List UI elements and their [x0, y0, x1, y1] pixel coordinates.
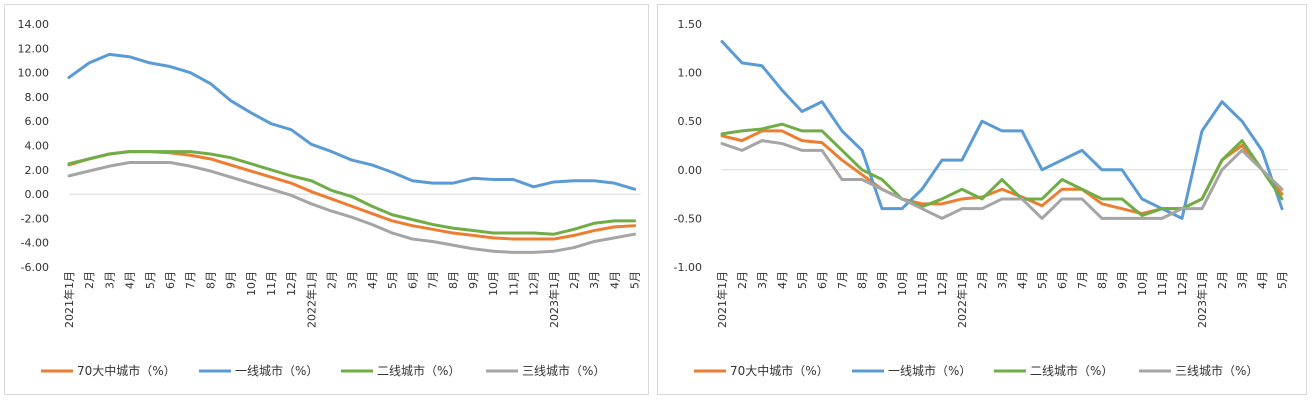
x-tick-label: 10月	[487, 271, 500, 296]
x-tick-label: 8月	[204, 271, 217, 289]
x-tick-label: 5月	[1036, 271, 1049, 289]
y-tick-label: -0.50	[674, 212, 702, 225]
x-tick-label: 8月	[447, 271, 460, 289]
legend-label: 一线城市（%）	[888, 363, 971, 378]
x-tick-label: 2月	[1216, 271, 1229, 289]
x-tick-label: 5月	[1276, 271, 1289, 289]
x-tick-label: 5月	[629, 271, 642, 289]
x-tick-label: 4月	[1256, 271, 1269, 289]
y-tick-label: 0.00	[678, 164, 703, 177]
series-line	[720, 122, 1284, 217]
x-tick-label: 7月	[1076, 271, 1089, 289]
x-tick-label: 3月	[103, 271, 116, 289]
x-tick-label: 2021年1月	[715, 271, 729, 328]
chart-panel-right: 1.50 1.00 0.50 0.00 -0.50 -1.00 2021年1月 2月 3月 4月 5…	[657, 4, 1307, 395]
x-tick-label: 10月	[245, 271, 258, 296]
x-tick-label: 6月	[164, 271, 177, 289]
y-tick-label: -2.00	[21, 212, 49, 225]
y-tick-label: 1.50	[678, 18, 703, 31]
x-tick-label: 4月	[366, 271, 379, 289]
y-tick-label: 1.00	[678, 67, 703, 80]
y-tick-label: 12.00	[18, 42, 50, 55]
x-tick-label: 8月	[856, 271, 869, 289]
x-tick-label: 9月	[876, 271, 889, 289]
y-tick-label: 8.00	[25, 91, 50, 104]
x-tick-label: 3月	[346, 271, 359, 289]
legend-label: 70大中城市（%）	[77, 363, 176, 378]
x-tick-label: 3月	[588, 271, 601, 289]
y-tick-label: -1.00	[674, 261, 702, 274]
x-tick-label: 2023年1月	[1195, 271, 1209, 328]
x-tick-label: 11月	[265, 271, 278, 296]
x-tick-label: 12月	[528, 271, 541, 296]
x-tick-label: 6月	[406, 271, 419, 289]
x-tick-label: 5月	[386, 271, 399, 289]
legend-label: 70大中城市（%）	[730, 363, 829, 378]
x-tick-label: 9月	[1116, 271, 1129, 289]
y-tick-label: 4.00	[25, 140, 50, 153]
series-line	[67, 52, 637, 191]
x-tick-label: 4月	[124, 271, 137, 289]
x-tick-label: 3月	[756, 271, 769, 289]
legend-label: 一线城市（%）	[235, 363, 318, 378]
series-line	[67, 150, 637, 236]
series-line	[67, 161, 637, 254]
y-tick-label: -4.00	[21, 237, 49, 250]
x-tick-label: 6月	[1056, 271, 1069, 289]
x-tick-label: 2月	[568, 271, 581, 289]
x-tick-label: 4月	[1016, 271, 1029, 289]
x-tick-label: 11月	[916, 271, 929, 296]
y-tick-label: 2.00	[25, 164, 50, 177]
x-tick-label: 2022年1月	[304, 271, 318, 328]
x-tick-label: 9月	[467, 271, 480, 289]
x-tick-label: 2月	[83, 271, 96, 289]
series-line	[720, 39, 1284, 220]
x-tick-label: 2月	[976, 271, 989, 289]
x-tick-label: 8月	[1096, 271, 1109, 289]
x-tick-label: 4月	[776, 271, 789, 289]
legend-label: 三线城市（%）	[1175, 363, 1258, 378]
x-tick-label: 5月	[144, 271, 157, 289]
series-line	[720, 139, 1284, 220]
x-tick-label: 3月	[996, 271, 1009, 289]
x-tick-label: 10月	[896, 271, 909, 296]
y-tick-label: -6.00	[21, 261, 49, 274]
x-tick-label: 7月	[427, 271, 440, 289]
y-tick-label: 0.50	[678, 115, 703, 128]
y-tick-label: 6.00	[25, 115, 50, 128]
x-tick-label: 12月	[1176, 271, 1189, 296]
legend-label: 二线城市（%）	[1030, 363, 1113, 378]
x-tick-label: 9月	[225, 271, 238, 289]
x-tick-label: 12月	[285, 271, 298, 296]
line-chart-yoy: 14.00 12.00 10.00 8.00 6.00 4.00 2.00 0.00 -2.00…	[18, 18, 642, 378]
x-tick-label: 7月	[836, 271, 849, 289]
x-tick-label: 2月	[736, 271, 749, 289]
x-tick-label: 3月	[1236, 271, 1249, 289]
x-tick-label: 2023年1月	[547, 271, 561, 328]
legend-label: 二线城市（%）	[377, 363, 460, 378]
x-tick-label: 12月	[936, 271, 949, 296]
x-tick-label: 10月	[1136, 271, 1149, 296]
x-tick-label: 2021年1月	[62, 271, 76, 328]
legend-label: 三线城市（%）	[522, 363, 605, 378]
x-tick-label: 6月	[816, 271, 829, 289]
x-tick-label: 5月	[796, 271, 809, 289]
x-tick-label: 7月	[184, 271, 197, 289]
line-chart-mom: 1.50 1.00 0.50 0.00 -0.50 -1.00 2021年1月 2月 3月 4月 5…	[674, 18, 1289, 378]
x-tick-label: 11月	[1156, 271, 1169, 296]
x-tick-label: 2022年1月	[955, 271, 969, 328]
y-tick-label: 10.00	[18, 67, 50, 80]
x-tick-label: 4月	[608, 271, 621, 289]
x-tick-label: 2月	[326, 271, 339, 289]
y-tick-label: 0.00	[25, 188, 50, 201]
chart-panel-left: 14.00 12.00 10.00 8.00 6.00 4.00 2.00 0.00 -2.00…	[4, 4, 649, 395]
x-tick-label: 11月	[507, 271, 520, 296]
y-tick-label: 14.00	[18, 18, 50, 31]
